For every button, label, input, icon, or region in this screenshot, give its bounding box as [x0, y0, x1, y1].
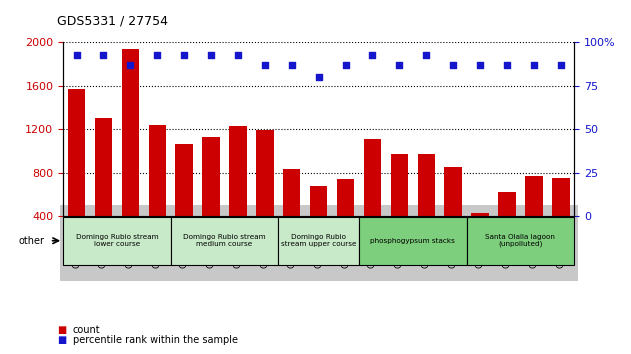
Bar	[359, 217, 466, 264]
Bar	[175, 144, 193, 259]
Text: ■: ■	[57, 325, 66, 335]
Point	[152, 52, 162, 57]
Point	[206, 52, 216, 57]
Text: count: count	[73, 325, 100, 335]
Text: Domingo Rubio stream
medium course: Domingo Rubio stream medium course	[183, 234, 266, 247]
Bar	[122, 49, 139, 259]
Bar	[229, 126, 247, 259]
Bar	[466, 217, 574, 264]
Point	[422, 52, 432, 57]
Bar	[256, 130, 274, 259]
Point	[556, 62, 566, 68]
Point	[233, 52, 243, 57]
Bar	[391, 154, 408, 259]
Text: Santa Olalla lagoon
(unpolluted): Santa Olalla lagoon (unpolluted)	[485, 234, 555, 247]
Bar	[148, 125, 166, 259]
Bar	[68, 89, 85, 259]
Text: Domingo Rubio
stream upper course: Domingo Rubio stream upper course	[281, 234, 357, 247]
Point	[394, 62, 404, 68]
Bar	[310, 185, 327, 259]
Bar	[171, 217, 278, 264]
Point	[260, 62, 270, 68]
Point	[98, 52, 109, 57]
Bar	[95, 118, 112, 259]
Bar	[203, 137, 220, 259]
Point	[341, 62, 351, 68]
Bar	[444, 167, 462, 259]
Bar	[337, 179, 354, 259]
Text: Domingo Rubio stream
lower course: Domingo Rubio stream lower course	[76, 234, 158, 247]
Bar	[552, 178, 570, 259]
Text: phosphogypsum stacks: phosphogypsum stacks	[370, 238, 455, 244]
Point	[502, 62, 512, 68]
Bar	[418, 154, 435, 259]
Point	[286, 62, 297, 68]
Text: percentile rank within the sample: percentile rank within the sample	[73, 335, 237, 345]
Bar	[363, 139, 381, 259]
Text: ■: ■	[57, 335, 66, 345]
Point	[367, 52, 377, 57]
Bar	[498, 192, 516, 259]
Point	[529, 62, 539, 68]
Bar	[278, 217, 359, 264]
Point	[448, 62, 458, 68]
Bar	[525, 176, 543, 259]
Text: other: other	[18, 236, 44, 246]
Bar	[283, 169, 300, 259]
Point	[126, 62, 136, 68]
Text: GDS5331 / 27754: GDS5331 / 27754	[57, 14, 168, 27]
Bar	[63, 217, 171, 264]
Bar	[471, 213, 489, 259]
Point	[314, 74, 324, 80]
Point	[179, 52, 189, 57]
Point	[71, 52, 81, 57]
Point	[475, 62, 485, 68]
